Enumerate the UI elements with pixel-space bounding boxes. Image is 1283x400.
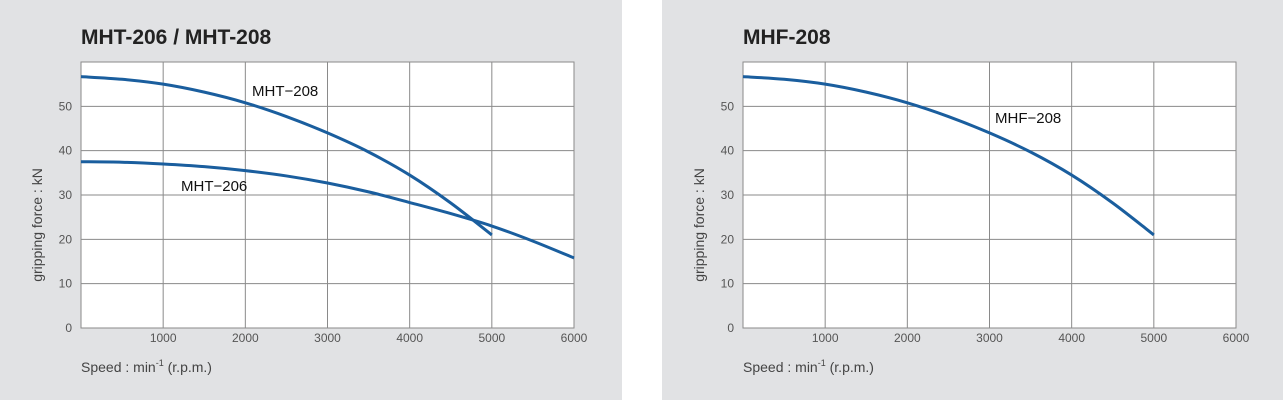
y-tick-label: 10 xyxy=(721,277,735,291)
chart-panel-mhf: MHF-208 1000 2000 3000 4000 5000 6000 0 10 20 30 40… xyxy=(662,0,1283,400)
x-axis-label-main: Speed : min xyxy=(743,359,818,375)
series-line-mht-206 xyxy=(80,160,575,260)
y-tick-label: 40 xyxy=(59,144,73,158)
y-tick-label: 20 xyxy=(721,232,735,246)
y-tick-label: 0 xyxy=(727,321,734,335)
chart-title: MHT-206 / MHT-208 xyxy=(81,26,272,49)
y-axis-label: gripping force : kN xyxy=(29,168,45,282)
y-tick-label: 30 xyxy=(721,188,735,202)
series-label: MHT−208 xyxy=(252,83,318,100)
y-tick-label: 30 xyxy=(59,188,73,202)
x-axis-label-sup: -1 xyxy=(818,358,826,368)
x-tick-label: 3000 xyxy=(314,331,341,345)
series-line-mhf-208 xyxy=(742,75,1155,237)
x-tick-label: 4000 xyxy=(1058,331,1085,345)
x-axis-label: Speed : min-1 (r.p.m.) xyxy=(81,358,212,375)
x-tick-label: 3000 xyxy=(976,331,1003,345)
y-tick-label: 10 xyxy=(59,277,73,291)
chart-mht-206-208: MHT-206 / MHT-208 1000 2000 3000 4000 5000 600… xyxy=(29,26,588,375)
x-axis-label-sup: -1 xyxy=(156,358,164,368)
chart-title: MHF-208 xyxy=(743,26,831,49)
x-tick-label: 2000 xyxy=(232,331,259,345)
x-tick-label: 4000 xyxy=(396,331,423,345)
x-tick-label: 1000 xyxy=(812,331,839,345)
chart-mhf-208: MHF-208 1000 2000 3000 4000 5000 6000 0 10 20 30 40… xyxy=(691,26,1250,375)
x-tick-label: 5000 xyxy=(1140,331,1167,345)
x-axis-label-main: Speed : min xyxy=(81,359,156,375)
x-tick-label: 6000 xyxy=(1223,331,1250,345)
x-tick-label: 6000 xyxy=(561,331,588,345)
x-axis-label-unit: (r.p.m.) xyxy=(826,359,874,375)
x-axis-label: Speed : min-1 (r.p.m.) xyxy=(743,358,874,375)
x-tick-label: 1000 xyxy=(150,331,177,345)
series-label: MHT−206 xyxy=(181,178,247,195)
y-tick-label: 50 xyxy=(59,99,73,113)
y-tick-label: 50 xyxy=(721,99,735,113)
series-line-mht-208 xyxy=(80,75,493,237)
y-tick-label: 40 xyxy=(721,144,735,158)
y-axis-label: gripping force : kN xyxy=(691,168,707,282)
chart-panel-mht: MHT-206 / MHT-208 1000 2000 3000 4000 5000 600… xyxy=(0,0,622,400)
x-tick-label: 5000 xyxy=(478,331,505,345)
series-label: MHF−208 xyxy=(995,110,1061,127)
y-tick-label: 0 xyxy=(65,321,72,335)
x-axis-label-unit: (r.p.m.) xyxy=(164,359,212,375)
y-tick-label: 20 xyxy=(59,232,73,246)
x-tick-label: 2000 xyxy=(894,331,921,345)
